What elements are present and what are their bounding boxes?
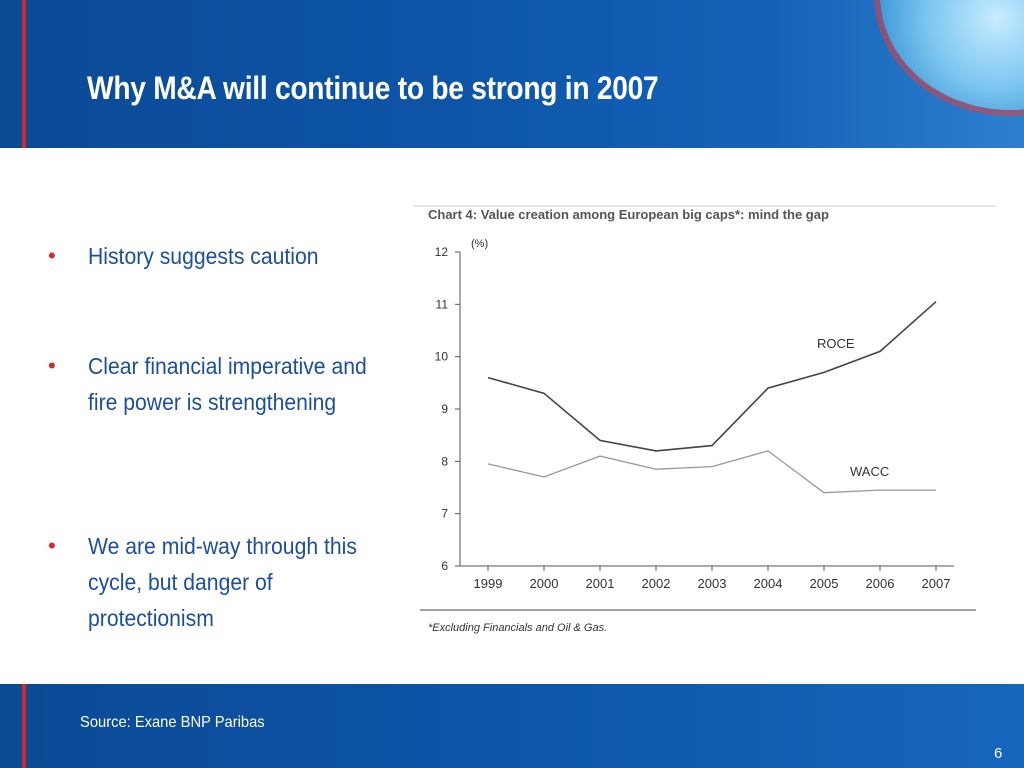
series-label-wacc: WACC	[850, 464, 889, 479]
bullet-text: History suggests caution	[88, 243, 319, 269]
bullet-marker: •	[48, 533, 56, 558]
x-tick-label: 2001	[586, 576, 615, 591]
y-tick-label: 10	[435, 350, 449, 364]
x-tick-label: 2004	[754, 576, 783, 591]
x-tick-label: 2000	[530, 576, 559, 591]
chart-title: Chart 4: Value creation among European b…	[428, 207, 829, 222]
bullet-item: • History suggests caution	[48, 238, 393, 274]
bullet-text: Clear financial imperative and fire powe…	[88, 353, 367, 415]
y-ticks: 6 7 8 9 10 11 12	[435, 245, 460, 573]
footer-bar	[0, 684, 1024, 768]
y-tick-label: 6	[441, 559, 448, 573]
bullet-item: • We are mid-way through this cycle, but…	[48, 528, 393, 636]
header-red-accent	[22, 0, 26, 148]
x-tick-label: 2003	[698, 576, 727, 591]
y-tick-label: 12	[435, 245, 449, 259]
x-tick-label: 2002	[642, 576, 671, 591]
x-tick-label: 1999	[474, 576, 503, 591]
chart-container: Chart 4: Value creation among European b…	[414, 200, 996, 640]
line-chart: Chart 4: Value creation among European b…	[414, 205, 996, 634]
bullet-marker: •	[48, 353, 56, 378]
y-tick-label: 9	[441, 402, 448, 416]
series-line-roce	[487, 301, 937, 452]
x-tick-label: 2006	[866, 576, 895, 591]
y-tick-label: 8	[441, 454, 448, 468]
x-ticks: 1999 2000 2001 2002 2003 2004 2005 2006 2007	[474, 566, 951, 591]
slide-title: Why M&A will continue to be strong in 20…	[87, 70, 659, 106]
series-label-roce: ROCE	[817, 336, 855, 351]
source-note: Source: Exane BNP Paribas	[80, 714, 265, 731]
x-tick-label: 2007	[922, 576, 951, 591]
header-bar	[0, 0, 1024, 148]
page-number: 6	[994, 745, 1003, 762]
y-tick-label: 7	[441, 507, 448, 521]
chart-footnote: *Excluding Financials and Oil & Gas.	[428, 622, 607, 634]
footer-red-accent	[22, 684, 26, 768]
series-line-wacc	[487, 450, 936, 494]
bullet-item: • Clear financial imperative and fire po…	[48, 348, 393, 420]
bullet-text: We are mid-way through this cycle, but d…	[88, 533, 357, 631]
x-tick-label: 2005	[810, 576, 839, 591]
bullet-marker: •	[48, 243, 56, 268]
y-axis-label: (%)	[471, 238, 488, 250]
globe-graphic	[880, 0, 1024, 110]
y-tick-label: 11	[436, 297, 449, 311]
